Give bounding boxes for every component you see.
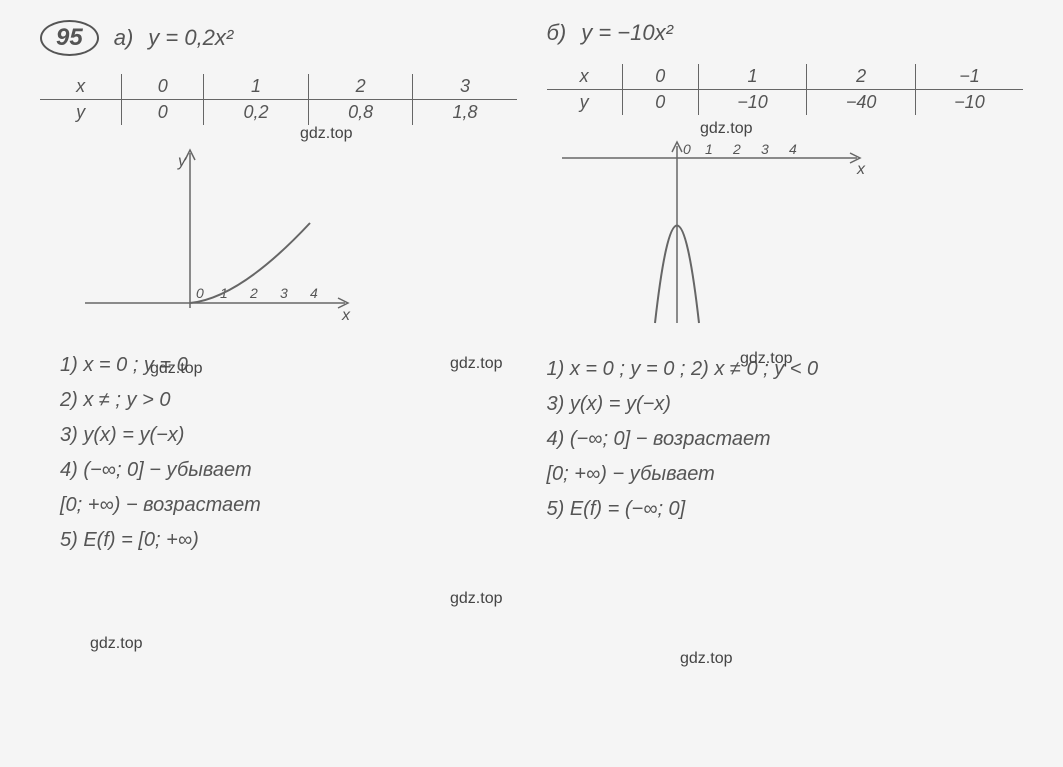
cell: 0,2 <box>204 100 309 126</box>
properties-b: 1) x = 0 ; y = 0 ; 2) x ≠ 0 ; y < 0 3) y… <box>547 358 1024 521</box>
cell: x <box>40 74 122 100</box>
watermark-text: gdz.top <box>300 125 352 143</box>
cell: y <box>40 100 122 126</box>
tick-label: 1 <box>705 141 713 157</box>
cell: −10 <box>698 90 807 116</box>
tick-label: 3 <box>280 285 288 301</box>
axis-x-label: x <box>856 161 866 178</box>
value-table-b: x 0 1 2 −1 y 0 −10 −40 −10 <box>547 64 1024 115</box>
tick-label: 0 <box>683 141 691 157</box>
graph-a: 0 1 2 3 4 y x <box>80 148 360 328</box>
cell: 1 <box>698 64 807 90</box>
properties-a: 1) x = 0 ; y = 0 2) x ≠ ; y > 0 3) y(x) … <box>40 354 517 552</box>
axis-x-label: x <box>341 307 351 324</box>
cell: 0 <box>122 100 204 126</box>
equation-b: y = −10x² <box>581 20 673 46</box>
column-a: 95 а) y = 0,2x² x 0 1 2 3 y 0 0,2 0,8 1,… <box>40 20 517 552</box>
prop-line: 4) (−∞; 0] − возрастает <box>547 428 1024 451</box>
prop-line: 5) E(f) = (−∞; 0] <box>547 498 1024 521</box>
watermark-text: gdz.top <box>150 360 202 378</box>
cell: 0 <box>122 74 204 100</box>
table-row: y 0 0,2 0,8 1,8 <box>40 100 517 126</box>
graph-a-svg: 0 1 2 3 4 y x <box>80 148 360 328</box>
prop-line: 4) (−∞; 0] − убывает <box>60 459 517 482</box>
header-b: б) y = −10x² <box>547 20 1024 46</box>
table-row: x 0 1 2 3 <box>40 74 517 100</box>
cell: 0,8 <box>308 100 413 126</box>
label-a: а) <box>114 25 134 51</box>
cell: y <box>547 90 623 116</box>
watermark-text: gdz.top <box>680 650 732 668</box>
problem-number: 95 <box>40 20 99 56</box>
graph-b-svg: 0 1 2 3 4 x <box>557 138 877 328</box>
tick-label: 4 <box>310 285 318 301</box>
tick-label: 0 <box>196 285 204 301</box>
cell: −1 <box>915 64 1023 90</box>
cell: 2 <box>308 74 413 100</box>
prop-line: 3) y(x) = y(−x) <box>60 424 517 447</box>
table-row: x 0 1 2 −1 <box>547 64 1024 90</box>
watermark-text: gdz.top <box>740 350 792 368</box>
prop-line: [0; +∞) − убывает <box>547 463 1024 486</box>
axis-y-label: y <box>177 153 187 170</box>
tick-label: 2 <box>249 285 258 301</box>
cell: 1,8 <box>413 100 517 126</box>
cell: 2 <box>807 64 916 90</box>
cell: −40 <box>807 90 916 116</box>
prop-line: 3) y(x) = y(−x) <box>547 393 1024 416</box>
watermark-text: gdz.top <box>700 120 752 138</box>
watermark-text: gdz.top <box>450 590 502 608</box>
graph-b: 0 1 2 3 4 x <box>557 138 877 318</box>
cell: 3 <box>413 74 517 100</box>
cell: x <box>547 64 623 90</box>
prop-line: 5) E(f) = [0; +∞) <box>60 529 517 552</box>
tick-label: 3 <box>761 141 769 157</box>
value-table-a: x 0 1 2 3 y 0 0,2 0,8 1,8 <box>40 74 517 125</box>
prop-line: 1) x = 0 ; y = 0 <box>60 354 517 377</box>
equation-a: y = 0,2x² <box>148 25 233 51</box>
column-b: б) y = −10x² x 0 1 2 −1 y 0 −10 −40 −10 <box>547 20 1024 552</box>
prop-line: [0; +∞) − возрастает <box>60 494 517 517</box>
label-b: б) <box>547 20 567 46</box>
watermark-text: gdz.top <box>90 635 142 653</box>
cell: 0 <box>622 90 698 116</box>
tick-label: 4 <box>789 141 797 157</box>
prop-line: 2) x ≠ ; y > 0 <box>60 389 517 412</box>
watermark-text: gdz.top <box>450 355 502 373</box>
cell: 1 <box>204 74 309 100</box>
page-root: 95 а) y = 0,2x² x 0 1 2 3 y 0 0,2 0,8 1,… <box>0 0 1063 572</box>
header-a: 95 а) y = 0,2x² <box>40 20 517 56</box>
cell: −10 <box>915 90 1023 116</box>
table-row: y 0 −10 −40 −10 <box>547 90 1024 116</box>
tick-label: 2 <box>732 141 741 157</box>
cell: 0 <box>622 64 698 90</box>
